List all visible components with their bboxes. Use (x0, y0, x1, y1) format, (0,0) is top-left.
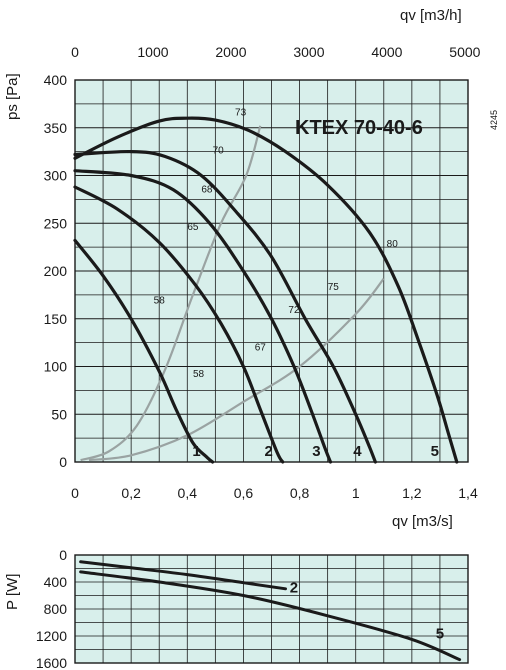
power-y-ticks: 0 400 800 1200 1600 (36, 547, 67, 670)
sound-level-label: 68 (201, 185, 213, 196)
main-y-ticks: 0 50 100 150 200 250 300 350 400 (44, 72, 68, 470)
power-y-tick-label: 1200 (36, 628, 67, 644)
fan-curves (73, 116, 459, 464)
y-tick-label: 400 (44, 72, 68, 88)
y-tick-label: 300 (44, 168, 68, 184)
power-y-axis-label: P [W] (4, 574, 21, 610)
fan-curve-labels: 1 2 3 4 5 (192, 443, 439, 460)
top-tick-label: 2000 (215, 44, 246, 60)
fan-curve-5 (73, 116, 459, 464)
curve-number-2: 2 (265, 443, 273, 460)
top-tick-label: 4000 (371, 44, 402, 60)
chart-title: KTEX 70-40-6 (295, 117, 423, 139)
main-y-axis-label: ps [Pa] (4, 73, 21, 120)
system-curve-1 (80, 125, 262, 462)
x-tick-label: 1,2 (402, 485, 422, 501)
main-top-ticks: 0 1000 2000 3000 4000 5000 (71, 44, 481, 60)
power-y-tick-label: 800 (44, 601, 68, 617)
main-x-ticks: 0 0,2 0,4 0,6 0,8 1 1,2 1,4 (71, 485, 478, 501)
sound-level-label: 73 (235, 107, 247, 118)
x-tick-label: 0,4 (178, 485, 198, 501)
sound-level-label: 72 (288, 305, 300, 316)
x-tick-label: 0,8 (290, 485, 310, 501)
sound-level-label: 70 (213, 146, 225, 157)
y-tick-label: 0 (59, 454, 67, 470)
top-axis-label: qv [m3/h] (400, 7, 462, 24)
power-y-tick-label: 400 (44, 574, 68, 590)
fan-curve-1 (73, 238, 215, 464)
top-tick-label: 0 (71, 44, 79, 60)
x-tick-label: 0,2 (121, 485, 141, 501)
power-y-tick-label: 1600 (36, 655, 67, 670)
y-tick-label: 250 (44, 215, 68, 231)
sound-level-label: 58 (154, 295, 166, 306)
system-curves (80, 125, 385, 462)
power-curve-5 (79, 570, 462, 662)
fan-curve-4 (73, 149, 377, 464)
curve-number-5: 5 (431, 443, 439, 460)
y-tick-label: 50 (51, 406, 67, 422)
y-tick-label: 200 (44, 263, 68, 279)
system-curve-2 (88, 277, 385, 462)
sound-level-label: 58 (193, 369, 205, 380)
x-tick-label: 0,6 (234, 485, 254, 501)
curve-number-1: 1 (192, 443, 200, 460)
x-tick-label: 0 (71, 485, 79, 501)
sound-level-label: 80 (387, 239, 399, 250)
x-tick-label: 1 (352, 485, 360, 501)
sound-level-label: 75 (328, 282, 340, 293)
sound-level-label: 67 (255, 342, 267, 353)
power-y-tick-label: 0 (59, 547, 67, 563)
x-tick-label: 1,4 (458, 485, 478, 501)
fan-curve-3 (73, 169, 333, 464)
top-tick-label: 3000 (293, 44, 324, 60)
y-tick-label: 100 (44, 359, 68, 375)
power-curve-labels: 25 (290, 579, 444, 642)
chart-code: 4245 (489, 110, 499, 130)
sound-level-label: 65 (187, 222, 199, 233)
main-x-axis-label: qv [m3/s] (392, 513, 453, 530)
y-tick-label: 150 (44, 311, 68, 327)
top-tick-label: 1000 (137, 44, 168, 60)
power-curves (79, 560, 462, 662)
curve-number-3: 3 (312, 443, 320, 460)
y-tick-label: 350 (44, 120, 68, 136)
power-curve-number-2: 2 (290, 579, 298, 596)
power-curve-number-5: 5 (436, 625, 444, 642)
fan-curve-2 (73, 185, 285, 464)
curve-number-4: 4 (353, 443, 362, 460)
power-curve-2 (79, 560, 287, 591)
sound-level-labels: 73 70 68 65 58 58 67 72 75 80 (154, 107, 399, 380)
top-tick-label: 5000 (449, 44, 480, 60)
